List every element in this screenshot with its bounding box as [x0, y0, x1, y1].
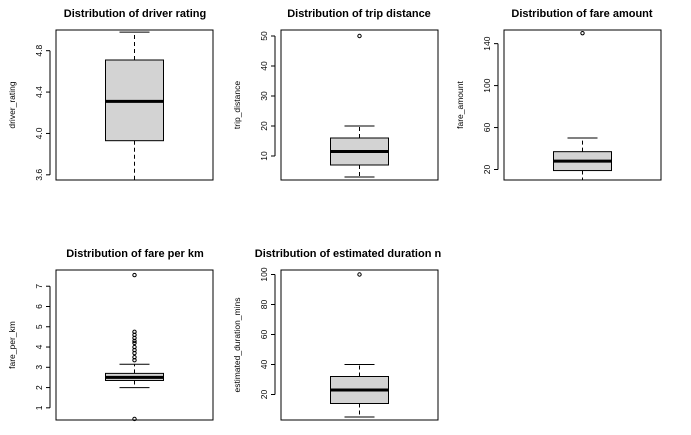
boxplot-panel: Distribution of fare per km 1 2 3 4 5 6 7 fare_p… [7, 248, 214, 422]
y-tick-label: 20 [259, 121, 269, 131]
outlier-point [132, 329, 137, 335]
y-tick-label: 4.0 [34, 127, 44, 139]
y-tick-label: 5 [34, 324, 44, 329]
y-tick-label: 140 [482, 36, 492, 50]
outlier-point [132, 344, 137, 350]
y-tick-label: 60 [259, 330, 269, 340]
plot-frame [280, 29, 439, 181]
y-tick-label: 3 [34, 365, 44, 370]
plot-frame [55, 269, 214, 421]
y-tick-label: 20 [482, 165, 492, 175]
outlier-point [132, 416, 137, 422]
plot-frame [280, 269, 439, 421]
y-tick-label: 4.8 [34, 45, 44, 57]
y-tick-label: 3.6 [34, 169, 44, 181]
y-tick-label: 40 [259, 360, 269, 370]
boxplot-panel: Distribution of driver rating 3.6 4.0 4.4 4.… [7, 8, 214, 181]
outlier-point [357, 33, 362, 39]
y-tick-label: 10 [259, 151, 269, 161]
y-tick-label: 40 [259, 61, 269, 71]
outlier-point [132, 272, 137, 278]
y-tick-label: 20 [259, 390, 269, 400]
boxplot-panel: Distribution of estimated duration n 20 40… [232, 248, 442, 421]
y-tick-label: 2 [34, 385, 44, 390]
y-axis-label: fare_amount [455, 81, 465, 129]
y-tick-label: 7 [34, 284, 44, 289]
chart-title: Distribution of trip distance [287, 8, 431, 20]
y-tick-label: 6 [34, 304, 44, 309]
y-tick-label: 80 [259, 300, 269, 310]
y-axis-label: estimated_duration_mins [232, 298, 242, 393]
y-tick-label: 4 [34, 344, 44, 349]
y-tick-label: 100 [482, 78, 492, 92]
chart-title: Distribution of driver rating [64, 8, 206, 20]
y-tick-label: 30 [259, 91, 269, 101]
y-tick-label: 4.4 [34, 86, 44, 98]
y-axis-label: trip_distance [232, 81, 242, 129]
boxplot-panel: Distribution of fare amount 20 60 100 140 far… [455, 8, 662, 181]
chart-title: Distribution of estimated duration n [255, 248, 442, 260]
outlier-point [357, 272, 362, 277]
y-tick-label: 100 [259, 267, 269, 281]
outlier-point [132, 340, 137, 346]
outlier-point [132, 354, 137, 360]
y-tick-label: 1 [34, 405, 44, 410]
y-tick-label: 60 [482, 123, 492, 133]
boxplot-panel: Distribution of trip distance 10 20 30 40 50 t… [232, 8, 439, 181]
y-tick-label: 50 [259, 31, 269, 41]
outlier-point [580, 30, 585, 36]
y-axis-label: fare_per_km [7, 321, 17, 369]
chart-title: Distribution of fare per km [66, 248, 204, 260]
chart-title: Distribution of fare amount [511, 8, 653, 20]
y-axis-label: driver_rating [7, 81, 17, 129]
